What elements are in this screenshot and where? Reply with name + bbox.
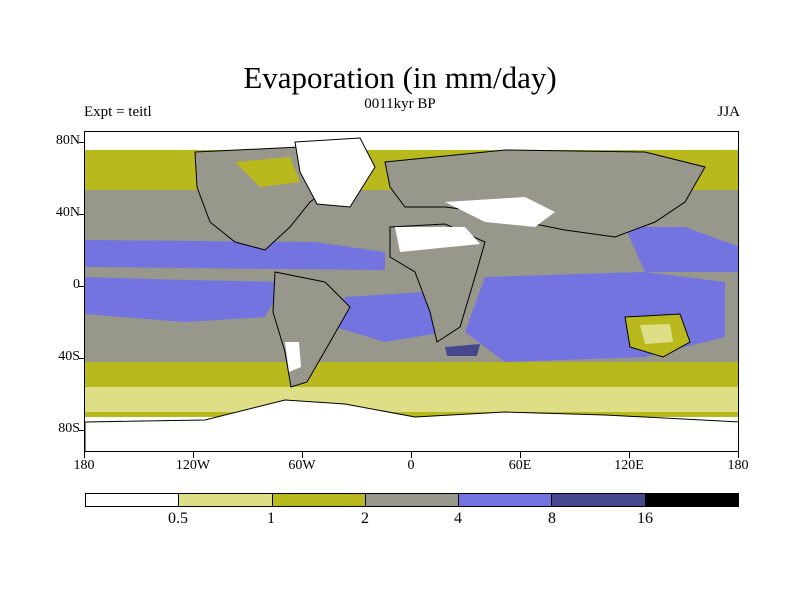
lat-label-0: 0 — [73, 277, 80, 292]
greenland — [294, 137, 376, 208]
lon-label-120e: 120E — [614, 458, 644, 473]
lon-tick — [629, 452, 630, 458]
atacama-low-evap — [285, 342, 301, 372]
very-high-evap-patch — [445, 344, 480, 356]
lat-tick — [79, 358, 85, 359]
map-subtitle: 0011kyr BP — [364, 96, 436, 112]
lon-tick — [84, 452, 85, 458]
south-pacific-high-evap — [85, 277, 285, 322]
colorbar-box — [272, 494, 366, 506]
experiment-label: Expt = teitl — [84, 104, 152, 120]
lat-label-80s: 80S — [58, 421, 80, 436]
lat-tick — [79, 286, 85, 287]
colorbar-label: 0.5 — [168, 510, 188, 527]
canada-region — [235, 157, 300, 187]
colorbar-label: 4 — [454, 510, 462, 527]
lon-label-180e: 180 — [727, 458, 749, 473]
lon-tick — [738, 452, 739, 458]
map-title: Evaporation (in mm/day) — [243, 60, 557, 95]
lon-tick — [302, 452, 303, 458]
lon-label-0: 0 — [407, 458, 415, 473]
lon-tick — [193, 452, 194, 458]
lat-tick — [79, 214, 85, 215]
colorbar-box — [459, 494, 553, 506]
west-pacific-high-evap — [625, 227, 738, 272]
lon-label-60e: 60E — [508, 458, 532, 473]
colorbar-box — [552, 494, 646, 506]
colorbar-label: 16 — [637, 510, 653, 527]
colorbar-box — [365, 494, 460, 506]
southern-ocean-low-band — [85, 387, 738, 412]
colorbar-box — [645, 494, 738, 506]
australia-interior — [640, 324, 673, 344]
lon-label-60w: 60W — [288, 458, 316, 473]
south-atlantic-high-evap — [335, 292, 445, 342]
colorbar — [85, 493, 739, 507]
lon-tick — [411, 452, 412, 458]
lat-tick — [79, 430, 85, 431]
eurasia — [384, 149, 706, 238]
map-plot-area — [84, 131, 739, 452]
lon-label-180w: 180 — [73, 458, 95, 473]
sahara-low-evap — [395, 227, 480, 252]
season-label: JJA — [717, 104, 740, 120]
lon-label-120w: 120W — [175, 458, 211, 473]
colorbar-box — [179, 494, 273, 506]
lat-label-40s: 40S — [58, 349, 80, 364]
colorbar-label: 1 — [267, 510, 275, 527]
lat-label-40n: 40N — [55, 205, 80, 220]
lat-tick — [79, 142, 85, 143]
north-pacific-high-evap — [85, 240, 385, 270]
colorbar-box — [86, 494, 180, 506]
colorbar-label: 8 — [548, 510, 556, 527]
colorbar-label: 2 — [361, 510, 369, 527]
lon-tick — [520, 452, 521, 458]
antarctica — [85, 399, 738, 451]
lat-label-80n: 80N — [55, 133, 80, 148]
evaporation-map — [85, 132, 738, 451]
central-asia-low-evap — [445, 197, 555, 227]
